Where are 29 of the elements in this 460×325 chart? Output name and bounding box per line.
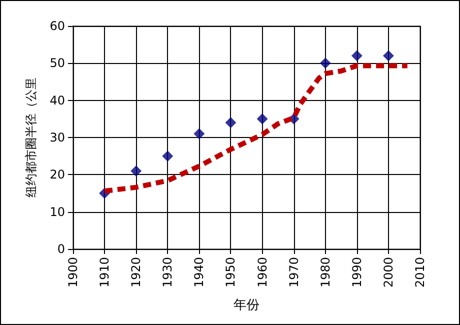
x-tick-label: 1980 [318,257,332,288]
y-tick-label: 30 [50,130,65,144]
y-tick-label: 50 [50,56,65,70]
y-tick-label: 0 [57,242,65,256]
x-tick-label: 1940 [192,257,206,288]
x-axis-title: 年份 [234,298,260,313]
x-tick-label: 2000 [381,257,396,288]
x-tick-label: 1950 [224,257,238,288]
x-tick-label: 1910 [98,257,112,288]
point [194,128,205,140]
y-tick-label: 10 [50,204,65,219]
y-tick-label: 40 [50,93,65,108]
x-tick-label: 1900 [66,257,80,288]
y-tick-label: 20 [50,168,65,182]
point [225,117,236,128]
point [162,150,174,162]
x-tick-label: 1930 [160,257,175,288]
point [320,58,331,69]
point [130,165,142,176]
y-axis-title: 纽约都市圈半径（公里 [24,78,38,198]
x-tick-label: 1990 [350,257,364,288]
x-tick-label: 2010 [413,257,427,288]
point [256,113,268,124]
point [351,50,362,62]
x-tick-label: 1970 [286,257,301,288]
y-tick-label: 60 [50,19,65,33]
x-tick-label: 1920 [129,257,144,288]
point [382,50,394,62]
x-tick-label: 1960 [255,257,270,288]
